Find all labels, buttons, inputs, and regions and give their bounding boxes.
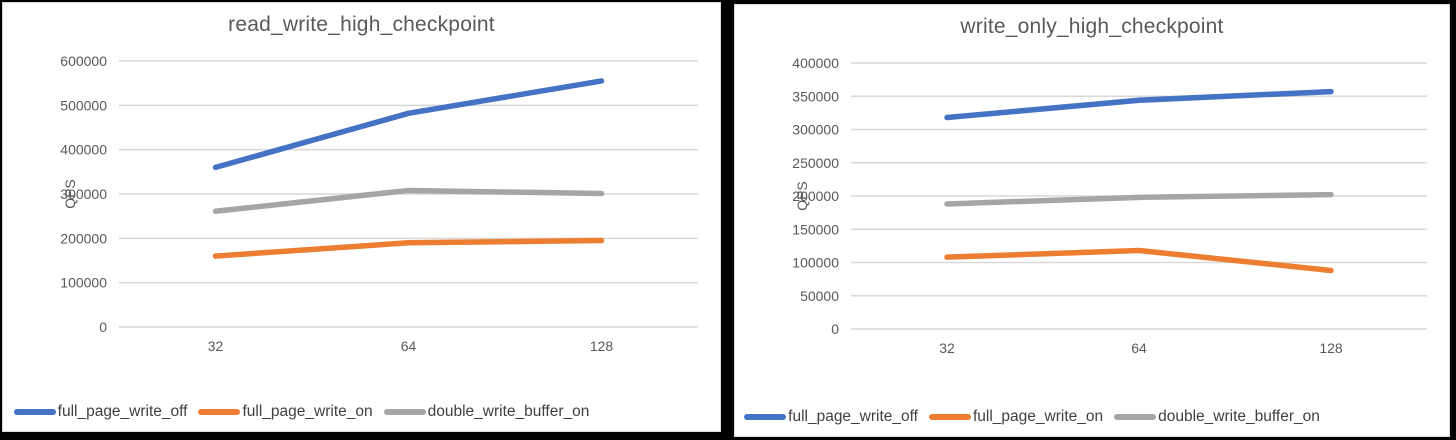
series-line-full_page_write_off — [212, 78, 605, 171]
y-axis-tick-label: 0 — [831, 321, 839, 337]
legend-item-full_page_write_off: full_page_write_off — [13, 403, 188, 421]
chart-plot-read-write: 0 100000 200000 300000 400000 500000 600000 32 6… — [3, 39, 720, 361]
series-line-full_page_write_on — [944, 247, 1334, 274]
y-axis-title: QPS — [794, 181, 810, 211]
series-line-full_page_write_on — [212, 237, 605, 259]
chart-title-write-only: write_only_high_checkpoint — [960, 15, 1224, 38]
x-axis-tick-label: 128 — [590, 338, 614, 354]
chart-panel-read-write: read_write_high_checkpoint 0 100000 200000… — [2, 2, 721, 432]
series-line-double_write_buffer_on — [212, 187, 605, 215]
chart-panel-write-only: write_only_high_checkpoint 0 50000 100000 1… — [734, 4, 1450, 437]
y-axis-tick-label: 350000 — [792, 88, 839, 104]
y-axis-tick-label: 150000 — [792, 221, 839, 237]
legend-item-full_page_write_on: full_page_write_on — [928, 408, 1104, 426]
y-axis-tick-label: 200000 — [60, 230, 107, 246]
y-axis-tick-label: 100000 — [792, 255, 839, 271]
y-axis-title: QPS — [62, 179, 78, 209]
legend-item-full_page_write_off: full_page_write_off — [744, 408, 918, 426]
legend-item-double_write_buffer_on: double_write_buffer_on — [383, 403, 590, 421]
series-line-double_write_buffer_on — [944, 191, 1334, 207]
legend-label: double_write_buffer_on — [427, 403, 590, 420]
chart-title-read-write: read_write_high_checkpoint — [228, 13, 495, 36]
line-chart-svg: 0 100000 200000 300000 400000 500000 600000 32 6… — [60, 53, 698, 354]
legend-label: full_page_write_off — [57, 403, 188, 420]
x-axis-tick-label: 32 — [939, 340, 955, 356]
chart-legend-read-write: full_page_write_off full_page_write_on dou… — [3, 403, 720, 421]
legend-label: full_page_write_on — [972, 408, 1104, 425]
x-axis-tick-label: 128 — [1319, 340, 1343, 356]
x-axis-tick-label: 64 — [401, 338, 417, 354]
y-axis-tick-label: 400000 — [60, 142, 107, 158]
x-axis-tick-label: 32 — [208, 338, 224, 354]
chart-plot-write-only: 0 50000 100000 150000 200000 250000 300000 3500… — [735, 41, 1449, 363]
y-axis-tick-label: 0 — [99, 319, 107, 335]
y-axis-tick-label: 250000 — [792, 155, 839, 171]
series-line-full_page_write_off — [944, 88, 1334, 121]
y-axis-tick-label: 500000 — [60, 97, 107, 113]
x-axis-tick-label: 64 — [1131, 340, 1147, 356]
legend-item-full_page_write_on: full_page_write_on — [198, 403, 373, 421]
y-axis-tick-label: 300000 — [60, 186, 107, 202]
line-chart-svg: 0 50000 100000 150000 200000 250000 300000 3500… — [792, 55, 1427, 356]
legend-line-marker — [1114, 414, 1157, 420]
legend-label: double_write_buffer_on — [1158, 408, 1320, 425]
legend-label: full_page_write_on — [242, 403, 373, 420]
y-axis-tick-label: 200000 — [792, 188, 839, 204]
y-axis-tick-label: 400000 — [792, 55, 839, 71]
legend-line-marker — [13, 409, 56, 415]
legend-line-marker — [383, 409, 426, 415]
y-axis-tick-label: 100000 — [60, 275, 107, 291]
legend-label: full_page_write_off — [788, 408, 918, 425]
legend-line-marker — [198, 409, 241, 415]
legend-item-double_write_buffer_on: double_write_buffer_on — [1114, 408, 1320, 426]
y-axis-tick-label: 600000 — [60, 53, 107, 69]
legend-line-marker — [744, 414, 787, 420]
legend-line-marker — [928, 414, 971, 420]
chart-legend-write-only: full_page_write_off full_page_write_on dou… — [735, 408, 1449, 426]
y-axis-tick-label: 300000 — [792, 122, 839, 138]
y-axis-tick-label: 50000 — [800, 288, 839, 304]
